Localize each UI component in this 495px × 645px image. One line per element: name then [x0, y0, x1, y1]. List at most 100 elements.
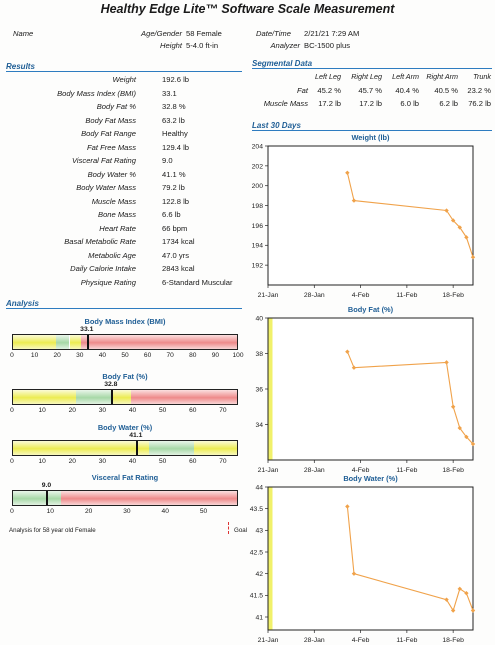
result-value: 122.8 lb: [162, 196, 190, 206]
analysis-tick-label: 0: [10, 458, 14, 465]
segmental-divider: [252, 68, 492, 69]
x-tick-label: 21-Jan: [258, 467, 279, 474]
result-value: 9.0: [162, 156, 173, 165]
analysis-tick-label: 50: [158, 458, 167, 465]
data-point: [444, 597, 449, 602]
data-point: [345, 170, 350, 176]
data-point: [345, 504, 350, 509]
result-value: 33.1: [162, 88, 177, 98]
plot-area: [267, 145, 474, 286]
page-title: Healthy Edge Lite™ Software Scale Measur…: [100, 2, 395, 16]
range-zone-yellow: [193, 441, 237, 455]
y-tick-label: 44: [255, 484, 263, 491]
analysis-tick-label: 30: [123, 508, 131, 515]
data-point: [464, 235, 469, 240]
range-zone-red: [130, 390, 237, 404]
y-tick-label: 41: [255, 614, 263, 621]
analysis-tick-label: 0: [10, 508, 14, 515]
age-gender-value: 58 Female: [186, 29, 222, 38]
range-zone-green: [76, 390, 113, 404]
analysis-tick-label: 40: [128, 407, 137, 414]
data-point: [351, 365, 357, 370]
analysis-bar-title: Visceral Fat Rating: [91, 473, 159, 482]
chart-title: Weight (lb): [351, 133, 390, 142]
current-value-marker: [110, 390, 113, 404]
segmental-cell: 45.2 %: [317, 86, 341, 95]
result-label: Body Water Mass: [76, 183, 136, 192]
height-value: 5-4.0 ft-in: [186, 41, 219, 50]
y-tick-label: 196: [252, 223, 264, 230]
y-tick-label: 34: [255, 422, 263, 429]
analysis-tick-label: 40: [161, 508, 169, 515]
y-tick-label: 43: [255, 528, 263, 535]
y-tick-label: 38: [255, 351, 263, 358]
result-label: Heart Rate: [99, 223, 136, 233]
data-point: [351, 198, 357, 203]
range-zone-green: [55, 335, 70, 349]
analysis-range-bar: [12, 440, 238, 456]
segmental-cell: 17.2 lb: [318, 99, 341, 108]
height-label: Height: [160, 41, 182, 50]
result-value: 47.0 yrs: [162, 250, 190, 260]
result-value: 32.8 %: [162, 102, 186, 111]
segmental-cell: 45.7 %: [358, 86, 382, 95]
data-point: [444, 208, 449, 213]
x-tick-label: 18-Feb: [442, 292, 464, 299]
y-tick-label: 40: [255, 315, 263, 322]
result-value: 1734 kcal: [162, 237, 195, 246]
analysis-bar-title: Body Mass Index (BMI): [84, 317, 166, 326]
result-label: Basal Metabolic Rate: [64, 237, 136, 246]
analysis-bar-title: Body Water (%): [97, 423, 153, 432]
data-point: [351, 571, 357, 576]
data-point: [457, 586, 462, 592]
analysis-tick-label: 50: [199, 508, 208, 515]
result-label: Weight: [112, 75, 137, 84]
segmental-cell: 23.2 %: [467, 86, 491, 95]
analysis-tick-label: 30: [98, 458, 107, 465]
analysis-tick-label: 10: [46, 508, 54, 515]
analysis-range-bar: [12, 334, 238, 350]
analysis-tick-label: 40: [128, 458, 137, 465]
y-tick-label: 202: [252, 163, 264, 170]
segmental-column-header: Left Leg: [315, 72, 341, 81]
segmental-column-header: Right Leg: [351, 72, 382, 81]
x-tick-label: 4-Feb: [352, 467, 370, 474]
result-value: 192.6 lb: [162, 75, 190, 84]
current-value-marker: [86, 335, 89, 349]
analysis-tick-label: 10: [30, 352, 39, 359]
analysis-range-bar: [12, 389, 238, 405]
analysis-bar-value: 32.8: [104, 381, 118, 388]
y-tick-label: 192: [252, 263, 264, 270]
segmental-column-header: Left Arm: [392, 72, 419, 81]
goal-legend-swatch: [228, 522, 229, 534]
analysis-tick-label: 60: [143, 352, 152, 359]
data-point: [444, 360, 449, 365]
data-point: [457, 225, 462, 230]
result-value: 63.2 lb: [162, 115, 185, 125]
data-point: [450, 608, 456, 613]
result-label: Physique Rating: [80, 277, 136, 287]
range-zone-red: [60, 491, 237, 505]
datetime-label: Date/Time: [256, 29, 291, 38]
y-tick-label: 43.5: [250, 506, 263, 513]
goal-band: [268, 318, 273, 460]
result-label: Fat Free Mass: [87, 142, 136, 152]
x-tick-label: 11-Feb: [396, 292, 417, 299]
y-tick-label: 42.5: [250, 549, 263, 556]
analysis-tick-label: 70: [219, 407, 227, 414]
x-tick-label: 21-Jan: [258, 292, 279, 299]
x-tick-label: 28-Jan: [304, 292, 325, 299]
last-30-days-heading: Last 30 Days: [252, 121, 301, 130]
analysis-bar-value: 33.1: [80, 326, 94, 333]
data-point: [345, 349, 350, 354]
analysis-tick-label: 30: [76, 352, 84, 359]
name-label: Name: [13, 29, 34, 38]
trends-divider: [252, 130, 492, 131]
analysis-tick-label: 50: [121, 352, 129, 359]
result-label: Visceral Fat Rating: [71, 156, 136, 165]
analysis-tick-label: 80: [189, 352, 197, 359]
segmental-cell: 17.2 lb: [359, 99, 382, 108]
analysis-tick-label: 40: [98, 352, 107, 359]
analysis-tick-label: 60: [189, 458, 197, 465]
datetime-value: 2/21/21 7:29 AM: [304, 29, 360, 38]
